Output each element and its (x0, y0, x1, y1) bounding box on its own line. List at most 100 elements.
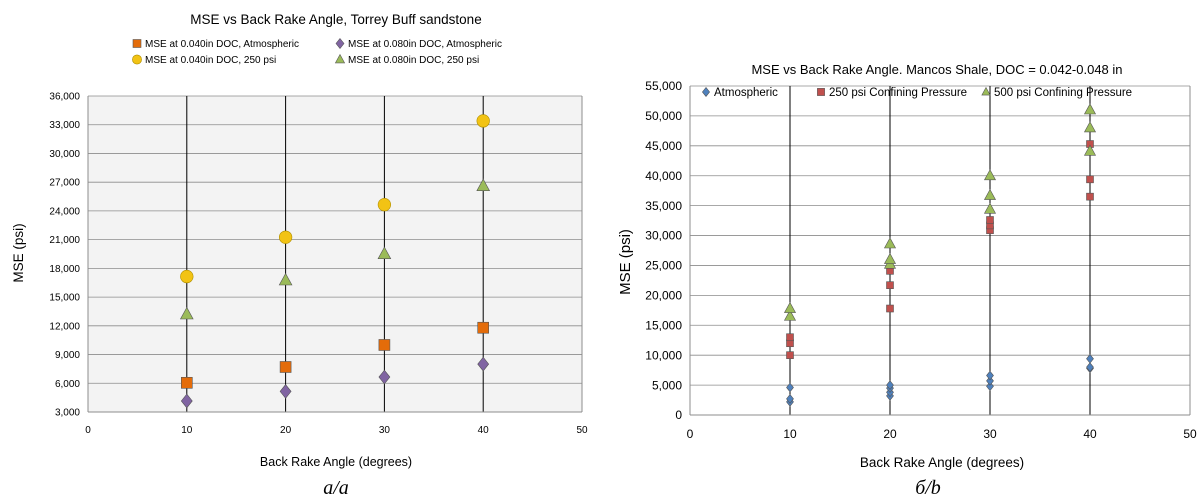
chart-a-caption: a/a (323, 477, 349, 499)
chart-b-x-tick-label: 10 (783, 427, 797, 441)
chart-b-point-series-1 (1086, 362, 1094, 373)
chart-a-y-tick-label: 18,000 (49, 264, 80, 275)
chart-a-point-series-2 (180, 393, 193, 409)
chart-a-point-series-2 (477, 356, 490, 372)
chart-a-y-tick-label: 12,000 (49, 321, 80, 332)
chart-a-point-series-4 (179, 306, 194, 320)
chart-a-point-series-1 (378, 339, 391, 351)
chart-a-legend-label-4: MSE at 0.080in DOC, 250 psi (348, 55, 479, 66)
chart-a-x-tick-label: 50 (576, 425, 588, 436)
chart-b-point-series-2 (886, 281, 894, 289)
chart-b-point-series-2 (1086, 192, 1094, 201)
chart-b-point-series-3 (983, 169, 997, 181)
chart-a-x-tick-label: 20 (280, 425, 292, 436)
chart-a-legend-marker-4 (334, 53, 346, 64)
chart-a-point-series-1 (181, 376, 193, 389)
chart-b-point-series-1 (986, 376, 994, 386)
chart-a-point-series-2 (279, 384, 292, 399)
chart-a-y-tick-label: 15,000 (49, 293, 80, 304)
chart-b-point-series-3 (1083, 103, 1097, 115)
chart-b-legend-marker-1 (702, 86, 710, 97)
chart-b-x-tick-label: 40 (1083, 427, 1097, 441)
chart-b-point-series-3 (883, 237, 897, 249)
chart-a-point-series-3 (278, 230, 293, 244)
chart-b-y-tick-label: 20,000 (645, 289, 682, 303)
chart-a-y-tick-label: 27,000 (49, 178, 80, 189)
chart-a-y-tick-label: 30,000 (49, 149, 80, 160)
chart-b-x-tick-label: 50 (1183, 427, 1197, 441)
chart-b-point-series-2 (986, 216, 994, 224)
chart-b-x-tick-label: 30 (983, 427, 997, 441)
chart-b-y-tick-label: 0 (675, 408, 682, 422)
chart-a-legend-marker-3 (132, 54, 142, 65)
chart-a-point-series-3 (377, 198, 392, 212)
chart-b-point-series-1 (886, 380, 894, 390)
chart-b-point-series-3 (783, 301, 797, 313)
chart-a-point-series-3 (180, 269, 194, 284)
chart-a-point-series-4 (476, 178, 491, 191)
chart-a-y-axis-label: MSE (psi) (11, 223, 26, 282)
chart-b-point-series-3 (983, 202, 997, 214)
chart-a-y-tick-label: 36,000 (49, 92, 80, 103)
chart-a-y-tick-label: 24,000 (49, 206, 80, 217)
chart-b-point-series-1 (986, 381, 994, 392)
chart-a-legend-label-2: MSE at 0.080in DOC, Atmospheric (348, 39, 502, 50)
chart-b-y-tick-label: 25,000 (645, 259, 682, 273)
chart-a-point-series-2 (378, 369, 391, 385)
chart-a-legend-label-1: MSE at 0.040in DOC, Atmospheric (145, 39, 299, 50)
chart-b-caption: б/b (915, 477, 941, 499)
chart-a: MSE vs Back Rake Angle, Torrey Buff sand… (11, 12, 588, 499)
chart-b: MSE vs Back Rake Angle. Mancos Shale, DO… (617, 62, 1197, 499)
chart-b-point-series-2 (1086, 175, 1094, 184)
chart-a-point-series-3 (476, 114, 490, 128)
chart-b-legend-label-1: Atmospheric (714, 87, 778, 99)
chart-b-legend-marker-3 (981, 86, 991, 96)
chart-b-y-tick-label: 40,000 (645, 169, 682, 183)
chart-b-y-tick-label: 35,000 (645, 199, 682, 213)
chart-a-point-series-1 (279, 361, 292, 373)
chart-b-legend-label-2: 250 psi Confining Pressure (829, 87, 967, 99)
chart-b-point-series-3 (983, 188, 997, 200)
chart-a-title: MSE vs Back Rake Angle, Torrey Buff sand… (190, 12, 481, 27)
chart-b-x-axis-label: Back Rake Angle (degrees) (860, 455, 1024, 470)
chart-b-plot-area (690, 86, 1190, 415)
chart-b-point-series-2 (786, 351, 794, 359)
chart-b-point-series-3 (883, 252, 897, 264)
chart-a-point-series-4 (278, 272, 293, 286)
chart-a-y-tick-label: 33,000 (49, 120, 80, 131)
chart-b-y-tick-label: 30,000 (645, 229, 682, 243)
chart-a-point-series-1 (477, 321, 490, 334)
chart-a-x-tick-label: 30 (379, 425, 391, 436)
chart-b-point-series-3 (783, 309, 797, 321)
chart-b-legend-label-3: 500 psi Confining Pressure (994, 87, 1132, 99)
chart-a-y-tick-label: 21,000 (49, 235, 80, 246)
chart-b-point-series-2 (886, 304, 894, 313)
chart-b-y-tick-label: 10,000 (645, 348, 682, 362)
chart-b-point-series-1 (786, 393, 794, 404)
chart-b-x-tick-label: 0 (687, 427, 694, 441)
chart-a-y-tick-label: 9,000 (55, 350, 80, 361)
chart-a-y-tick-label: 3,000 (55, 408, 80, 419)
chart-a-x-tick-label: 40 (478, 425, 490, 436)
chart-b-point-series-1 (786, 382, 794, 393)
chart-b-point-series-1 (986, 370, 994, 381)
chart-a-y-tick-label: 6,000 (55, 379, 80, 390)
chart-a-x-tick-label: 10 (181, 425, 193, 436)
chart-b-point-series-3 (1083, 121, 1097, 133)
chart-b-point-series-1 (1086, 353, 1094, 364)
chart-b-y-tick-label: 50,000 (645, 109, 682, 123)
chart-b-x-tick-label: 20 (883, 427, 897, 441)
chart-b-point-series-2 (786, 333, 794, 342)
chart-a-legend-marker-2 (335, 38, 345, 49)
chart-a-plot-area (88, 96, 582, 412)
chart-b-y-tick-label: 55,000 (645, 79, 682, 93)
chart-a-legend-marker-1 (132, 39, 142, 48)
chart-b-y-tick-label: 15,000 (645, 318, 682, 332)
chart-b-y-tick-label: 45,000 (645, 139, 682, 153)
chart-a-point-series-4 (377, 246, 392, 259)
chart-a-x-axis-label: Back Rake Angle (degrees) (260, 455, 412, 469)
chart-a-x-tick-label: 0 (85, 425, 91, 436)
chart-b-y-axis-label: MSE (psi) (617, 229, 634, 295)
chart-b-point-series-3 (1083, 144, 1097, 156)
